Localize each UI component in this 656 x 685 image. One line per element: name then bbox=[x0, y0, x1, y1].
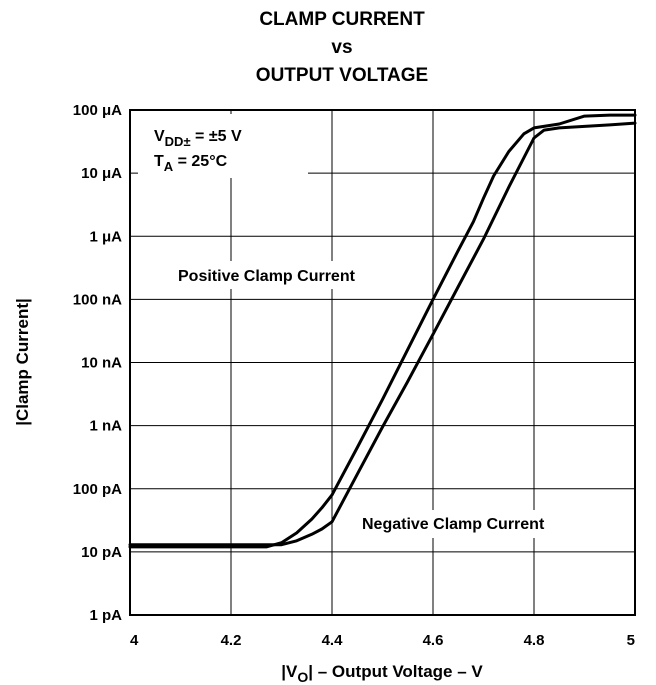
plot-frame bbox=[129, 109, 636, 616]
grid-lines bbox=[129, 109, 636, 616]
x-tick-label: 5 bbox=[627, 632, 635, 649]
condition-ta: TA = 25°C bbox=[154, 153, 228, 174]
conditions-box bbox=[138, 114, 308, 178]
x-tick-label: 4.6 bbox=[423, 632, 444, 649]
condition-vdd: VDD± = ±5 V bbox=[154, 128, 242, 149]
title-line-3: OUTPUT VOLTAGE bbox=[256, 65, 428, 86]
x-tick-labels: 4 4.2 4.4 4.6 4.8 5 bbox=[130, 632, 635, 649]
title-line-2: vs bbox=[331, 37, 352, 58]
negative-label-bg bbox=[356, 510, 610, 538]
x-tick-label: 4.8 bbox=[524, 632, 545, 649]
positive-label-bg bbox=[172, 261, 418, 289]
y-tick-label: 100 pA bbox=[73, 481, 122, 498]
title-line-1: CLAMP CURRENT bbox=[259, 9, 425, 30]
y-tick-label: 1 pA bbox=[89, 607, 122, 624]
positive-clamp-current-line bbox=[128, 113, 637, 549]
y-tick-label: 100 nA bbox=[73, 291, 122, 308]
y-tick-label: 10 μA bbox=[81, 165, 122, 182]
y-tick-label: 1 nA bbox=[89, 418, 122, 435]
data-series bbox=[128, 113, 637, 549]
y-tick-label: 10 nA bbox=[81, 355, 122, 372]
y-tick-labels: 1 pA 10 pA 100 pA 1 nA 10 nA 100 nA 1 μA 10 μA 1… bbox=[73, 102, 122, 624]
x-tick-label: 4.4 bbox=[322, 632, 344, 649]
negative-clamp-current-line bbox=[128, 121, 637, 547]
y-axis-label: |Clamp Current| bbox=[13, 298, 32, 426]
y-tick-label: 1 μA bbox=[89, 228, 122, 245]
positive-series-label: Positive Clamp Current bbox=[178, 268, 356, 285]
x-tick-label: 4 bbox=[130, 632, 139, 649]
x-tick-label: 4.2 bbox=[221, 632, 242, 649]
chart-title: CLAMP CURRENT vs OUTPUT VOLTAGE bbox=[256, 9, 428, 86]
negative-series-label: Negative Clamp Current bbox=[362, 516, 545, 533]
y-tick-label: 100 μA bbox=[73, 102, 122, 119]
x-axis-label: |VO| – Output Voltage – V bbox=[281, 662, 483, 685]
y-tick-label: 10 pA bbox=[81, 544, 122, 561]
